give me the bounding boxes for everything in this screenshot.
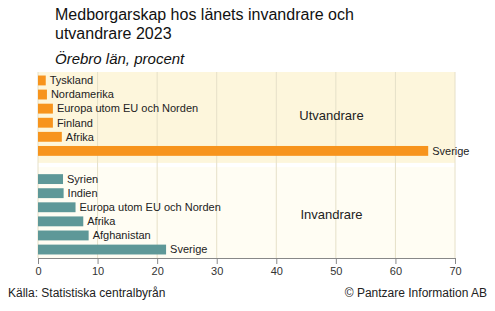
grid-line [216,72,217,258]
chart: Tyskland Nordamerika Europa utom EU och No… [0,0,495,311]
tick: 70 [449,258,461,277]
category-label: Indien [68,187,98,199]
tick-label: 20 [152,265,164,277]
bar [38,216,83,226]
grid-line [157,72,158,258]
tick-mark [336,258,337,264]
tick: 0 [35,258,41,277]
tick-label: 60 [390,265,402,277]
bar [38,174,63,184]
source: Källa: Statistiska centralbyrån [8,286,165,300]
bar [38,188,64,198]
bar [38,90,47,100]
tick-mark [217,258,218,264]
category-label: Sverige [432,145,469,157]
grid-line [335,72,336,258]
x-axis: 0 10 20 30 40 50 60 70 [35,258,461,277]
bar [38,76,46,86]
category-label: Nordamerika [51,88,115,100]
grid [38,72,455,258]
series-label: Utvandrare [299,108,363,123]
bar [38,146,428,156]
credit: © Pantzare Information AB [345,286,487,300]
subtitle: Örebro län, procent [55,50,185,67]
category-label: Afghanistan [93,229,151,241]
tick-label: 40 [271,265,283,277]
bar [38,118,53,128]
tick-mark [98,258,99,264]
tick-mark [276,258,277,264]
tick-mark [455,258,456,264]
tick-label: 10 [92,265,104,277]
tick: 10 [92,258,104,277]
grid-line [395,72,396,258]
axis-line [39,258,456,259]
title: Medborgarskap hos länets invandrare och … [55,6,358,42]
grid-line [276,72,277,258]
category-label: Afrika [66,131,95,143]
tick: 40 [271,258,283,277]
tick: 60 [390,258,402,277]
category-label: Finland [57,117,93,129]
tick: 30 [211,258,223,277]
category-label: Sverige [170,243,207,255]
bar [38,231,89,241]
grid-line [38,72,39,258]
category-label: Tyskland [50,74,93,86]
grid-line [455,72,456,258]
bars [38,76,428,255]
tick-mark [38,258,39,264]
category-label: Europa utom EU och Norden [57,102,198,114]
labels: Tyskland Nordamerika Europa utom EU och No… [50,74,470,255]
bar [38,132,62,142]
bar [38,245,166,255]
tick-mark [157,258,158,264]
tick-label: 0 [35,265,41,277]
tick-mark [395,258,396,264]
bar [38,104,53,114]
category-label: Syrien [67,173,98,185]
tick: 50 [330,258,342,277]
bar [38,202,76,212]
plot-background [38,167,455,258]
plot-background [38,72,455,163]
tick-label: 50 [330,265,342,277]
category-label: Afrika [87,215,116,227]
tick-label: 70 [449,265,461,277]
tick: 20 [152,258,164,277]
category-label: Europa utom EU och Norden [80,201,221,213]
series-label: Invandrare [300,207,362,222]
tick-label: 30 [211,265,223,277]
